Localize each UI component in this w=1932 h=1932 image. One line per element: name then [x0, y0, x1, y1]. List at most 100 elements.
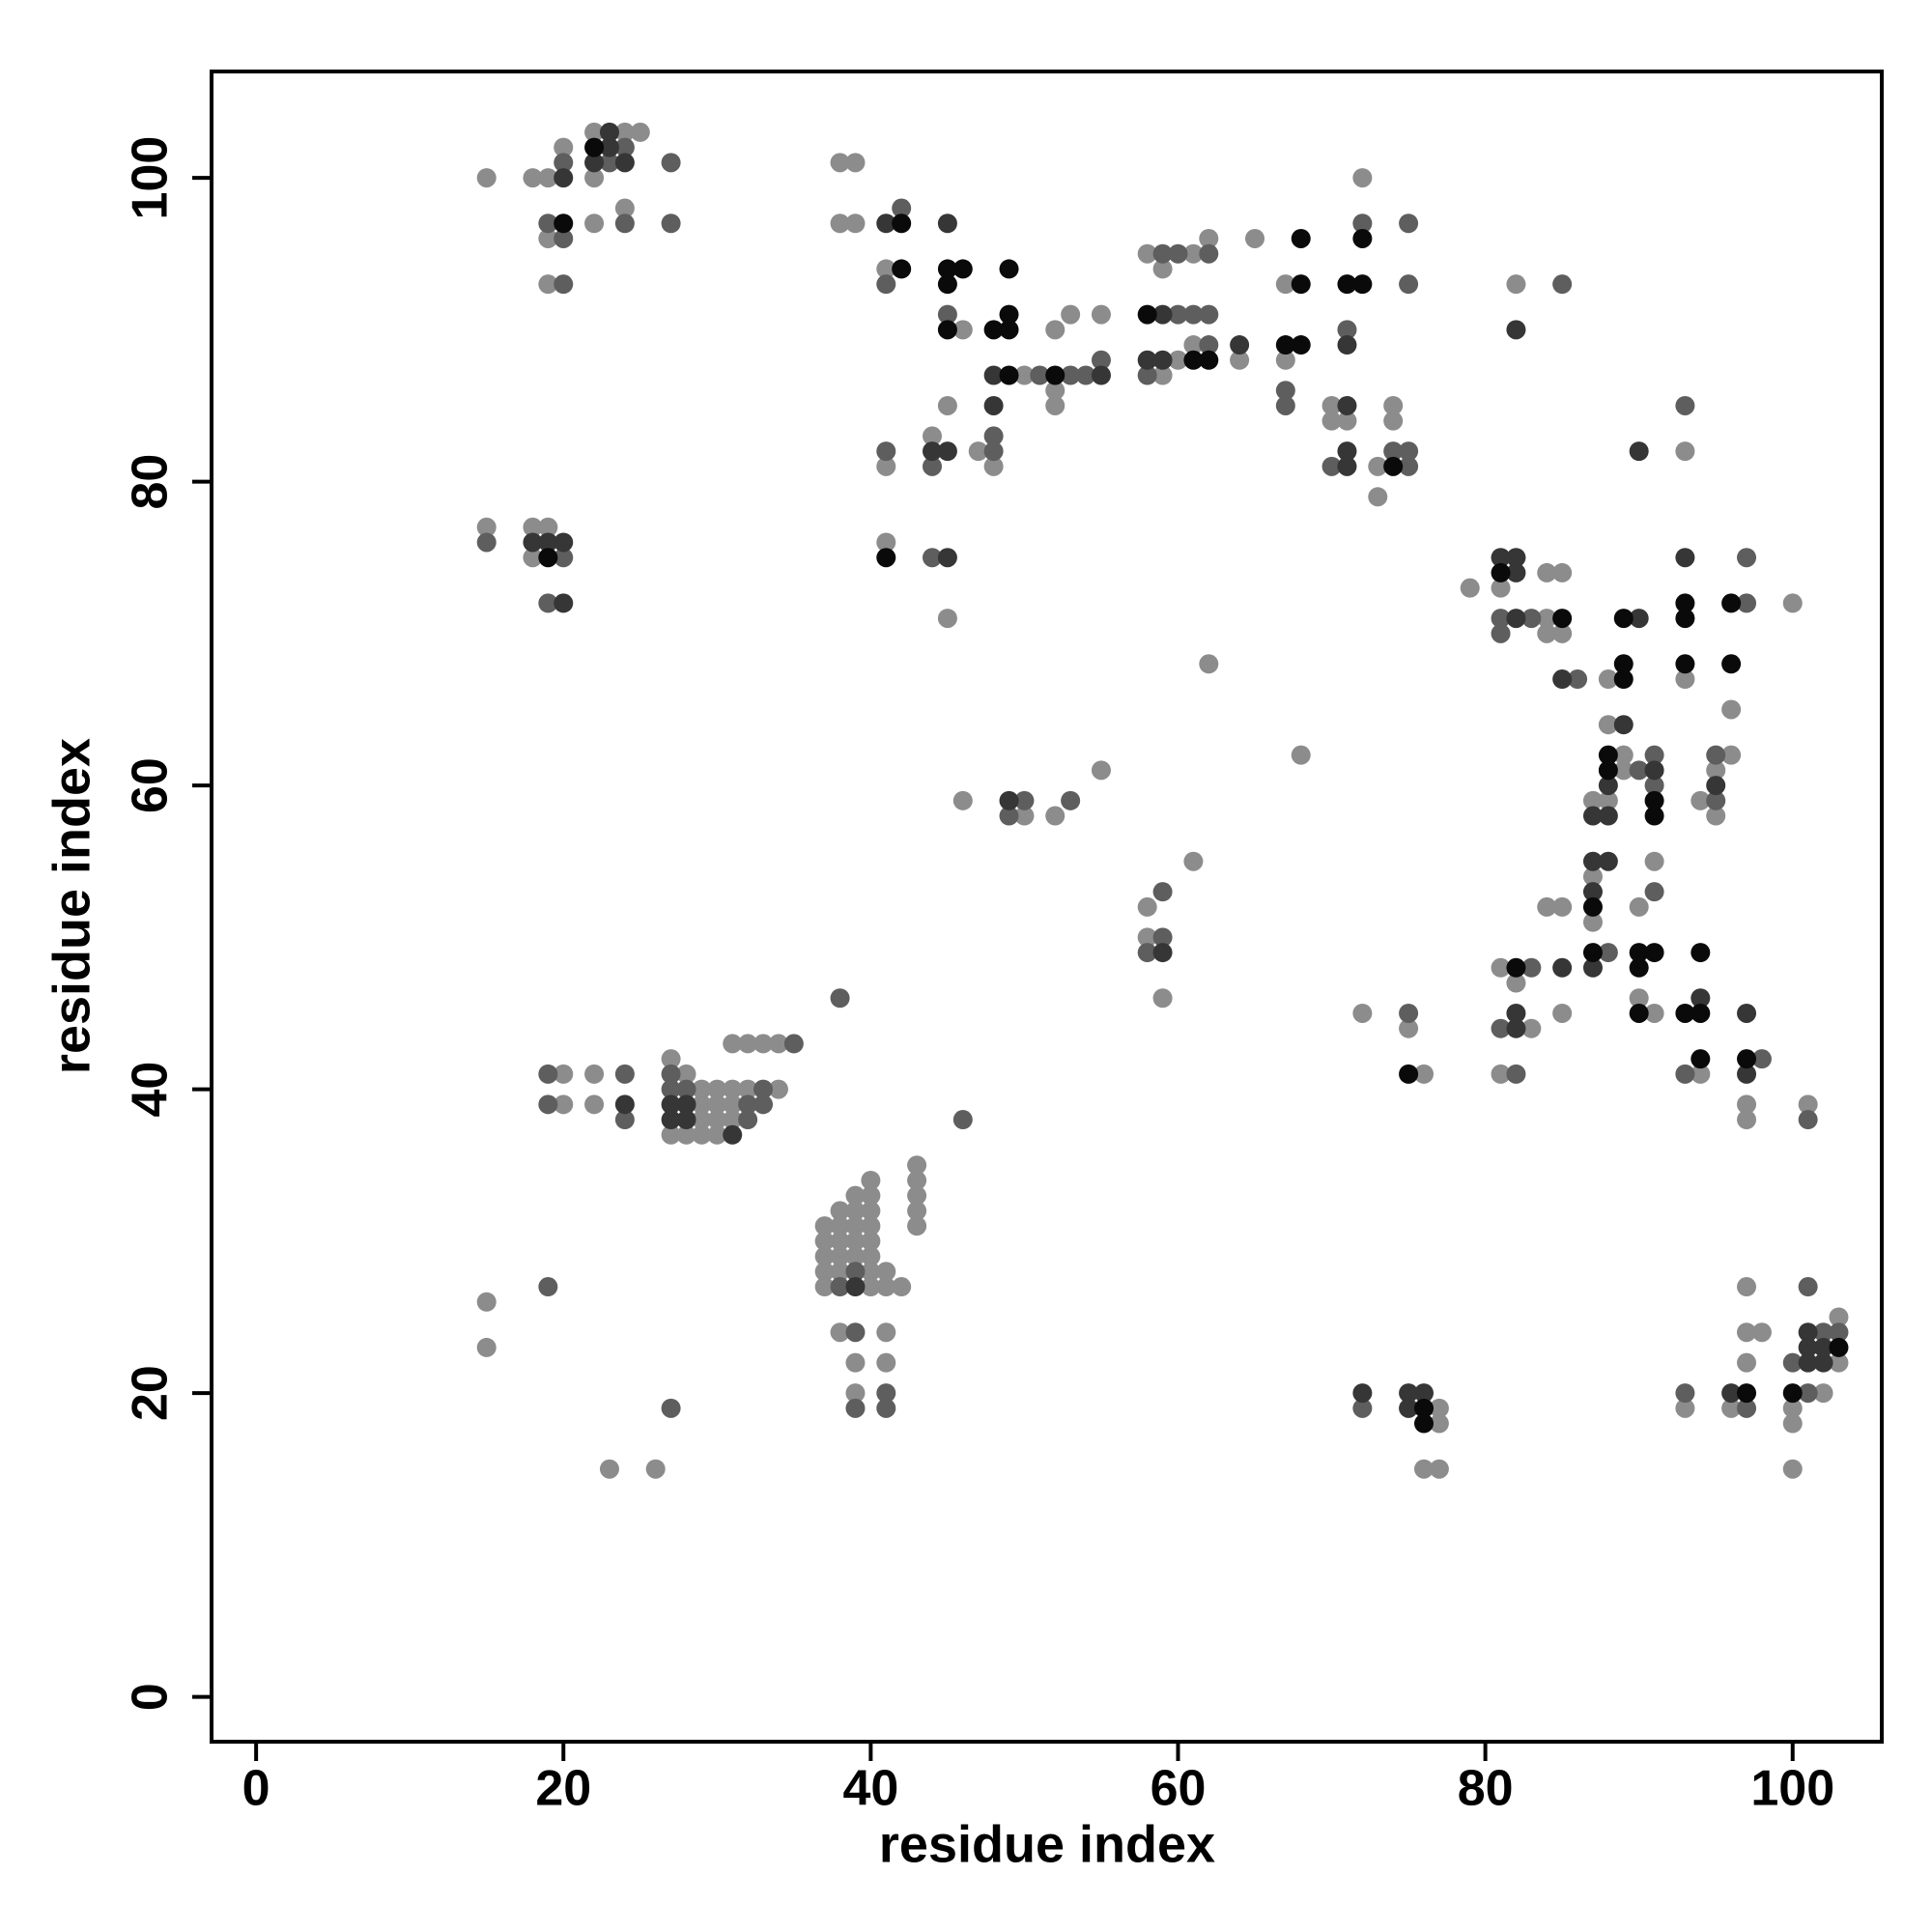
- point: [599, 122, 619, 142]
- point: [1506, 320, 1526, 340]
- point: [1690, 943, 1711, 963]
- point: [523, 168, 543, 188]
- point: [1829, 1337, 1849, 1357]
- point: [692, 1110, 712, 1130]
- point: [1168, 304, 1188, 325]
- point: [861, 1262, 881, 1282]
- point: [1091, 350, 1111, 370]
- point: [1613, 654, 1634, 674]
- point: [476, 1337, 497, 1357]
- point: [1076, 365, 1096, 385]
- point: [661, 153, 681, 173]
- point: [1675, 1064, 1695, 1084]
- point: [1429, 1413, 1449, 1434]
- point: [1582, 806, 1603, 826]
- point: [538, 168, 558, 188]
- point: [1706, 760, 1726, 781]
- point: [1368, 487, 1388, 507]
- point: [1598, 760, 1618, 781]
- point: [661, 1064, 681, 1084]
- point: [999, 365, 1019, 385]
- point: [1337, 395, 1357, 415]
- point: [1629, 896, 1649, 917]
- point: [1798, 1094, 1818, 1115]
- point: [1737, 593, 1757, 613]
- point: [830, 1322, 850, 1343]
- point: [1413, 1459, 1434, 1479]
- point: [1399, 1064, 1419, 1084]
- point: [692, 1124, 712, 1145]
- x-tick-label: 80: [1458, 1761, 1514, 1817]
- point: [1598, 715, 1618, 735]
- point: [1706, 790, 1726, 810]
- point: [1352, 168, 1373, 188]
- point: [1798, 1110, 1818, 1130]
- point: [1706, 745, 1726, 765]
- point: [937, 548, 957, 568]
- point: [554, 1094, 574, 1115]
- point: [1383, 441, 1404, 462]
- point: [845, 1383, 866, 1404]
- point: [876, 1262, 896, 1282]
- plot-frame: [210, 70, 1884, 1744]
- point: [907, 1170, 927, 1190]
- point: [1491, 548, 1511, 568]
- point: [1537, 623, 1557, 643]
- y-axis-title: residue index: [43, 738, 100, 1074]
- y-tick-label: 100: [123, 136, 179, 220]
- point: [830, 1231, 850, 1251]
- point: [723, 1034, 743, 1054]
- point: [723, 1124, 743, 1145]
- point: [907, 1216, 927, 1236]
- point: [1199, 304, 1219, 325]
- point: [1352, 1383, 1373, 1404]
- point: [538, 517, 558, 537]
- point: [1506, 1064, 1526, 1084]
- point: [1383, 456, 1404, 476]
- point: [1644, 882, 1664, 902]
- point: [1690, 1064, 1711, 1084]
- point: [1813, 1352, 1833, 1373]
- point: [1137, 927, 1157, 948]
- point: [1291, 745, 1311, 765]
- point: [1613, 760, 1634, 781]
- point: [1491, 609, 1511, 629]
- point: [1582, 790, 1603, 810]
- point: [1152, 365, 1173, 385]
- point: [814, 1277, 835, 1297]
- point: [1337, 274, 1357, 295]
- point: [1413, 1413, 1434, 1434]
- point: [1737, 1383, 1757, 1404]
- point: [1337, 411, 1357, 431]
- point: [1629, 943, 1649, 963]
- point: [1598, 669, 1618, 690]
- point: [584, 1094, 605, 1115]
- point: [922, 426, 942, 446]
- point: [1582, 851, 1603, 871]
- point: [1690, 1049, 1711, 1069]
- point: [1506, 562, 1526, 582]
- point: [1598, 943, 1618, 963]
- y-tick-label: 60: [123, 757, 179, 813]
- point: [1737, 1352, 1757, 1373]
- point: [876, 456, 896, 476]
- point: [614, 122, 635, 142]
- point: [983, 320, 1004, 340]
- point: [983, 365, 1004, 385]
- point: [876, 1383, 896, 1404]
- point: [1721, 1383, 1742, 1404]
- point: [554, 153, 574, 173]
- point: [1337, 335, 1357, 355]
- point: [922, 456, 942, 476]
- point: [1521, 1018, 1542, 1038]
- point: [753, 1079, 774, 1099]
- point: [1337, 456, 1357, 476]
- point: [1429, 1398, 1449, 1418]
- point: [830, 213, 850, 234]
- point: [538, 593, 558, 613]
- point: [768, 1079, 788, 1099]
- point: [1491, 623, 1511, 643]
- point: [1199, 654, 1219, 674]
- point: [1675, 548, 1695, 568]
- point: [1152, 927, 1173, 948]
